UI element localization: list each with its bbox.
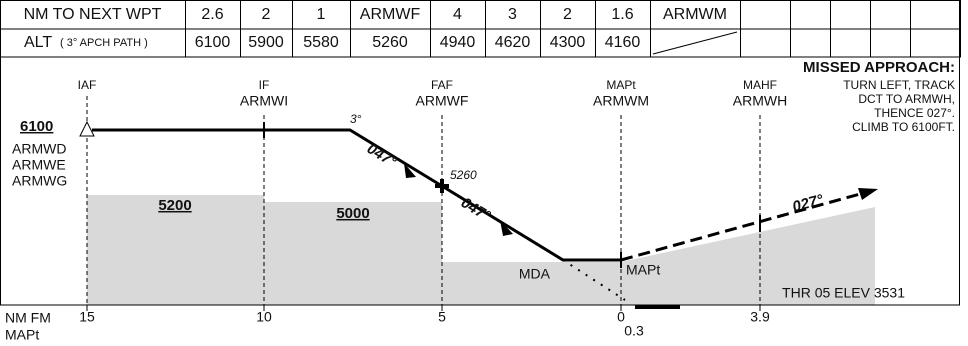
distance: 10 [256, 309, 272, 325]
fix-name: ARMWF [416, 93, 469, 109]
table-text: 4940 [440, 34, 476, 51]
distance: 15 [79, 309, 95, 325]
tick-marks [86, 305, 761, 311]
missed-text: TURN LEFT, TRACK [843, 78, 955, 92]
table-text: 4 [453, 6, 462, 23]
iaf-name: ARMWG [12, 173, 67, 189]
distance-label: NM FM [5, 310, 51, 326]
table-text: 4160 [605, 34, 641, 51]
visual-segment [562, 259, 626, 301]
missed-text: THENCE 027°. [874, 106, 955, 120]
angle: 3° [350, 112, 362, 126]
missed-text: DCT TO ARMWH, [858, 92, 955, 106]
table-cell [870, 0, 911, 30]
table-text: 5900 [248, 34, 284, 51]
fix-name: ARMWI [240, 93, 288, 109]
fix-name: ARMWM [593, 93, 649, 109]
fix-name: ARMWH [733, 93, 787, 109]
table-cell [910, 0, 961, 30]
fix-role: FAF [431, 78, 453, 92]
mda: MDA [519, 266, 551, 282]
arrow [404, 163, 416, 178]
table-text: 3 [508, 6, 517, 23]
runway-bar [635, 305, 680, 309]
table-cell [790, 28, 831, 58]
fix-role: MAHF [743, 78, 777, 92]
fix-lines [86, 96, 761, 305]
table-cell [870, 28, 911, 58]
table-cell [790, 0, 831, 30]
table-cell [740, 28, 791, 58]
faf-alt: 5260 [450, 168, 477, 182]
table-text: 2 [262, 6, 271, 23]
msa: 5200 [158, 197, 191, 214]
table-text: 1 [317, 6, 326, 23]
iaf-name: ARMWD [12, 141, 66, 157]
distance: 5 [438, 309, 446, 325]
table-text: ARMWF [360, 6, 421, 23]
fix-role: IF [259, 78, 270, 92]
iaf-name: ARMWE [12, 157, 66, 173]
msa: 5000 [336, 205, 369, 222]
table-note: ( 3° APCH PATH ) [60, 37, 148, 49]
table-text: 2 [563, 6, 572, 23]
iaf-alt: 6100 [20, 118, 53, 135]
table-text: 4300 [550, 34, 586, 51]
track: 047° [364, 140, 400, 171]
arrow [500, 220, 513, 236]
table-text: 5580 [303, 34, 339, 51]
table-text: NM TO NEXT WPT [24, 6, 162, 23]
threshold: THR 05 ELEV 3531 [782, 285, 905, 301]
distance-label: MAPt [5, 327, 39, 343]
table-text: 5260 [372, 34, 408, 51]
table-cell [910, 28, 961, 58]
terrain [87, 195, 875, 305]
iaf-triangle [79, 120, 95, 137]
table-text: ALT [24, 34, 52, 51]
diagonal [652, 31, 738, 55]
distance: 3.9 [750, 309, 770, 325]
arrow [858, 188, 878, 200]
fix-role: MAPt [606, 78, 636, 92]
table-cell [740, 0, 791, 30]
fix-role: IAF [78, 78, 97, 92]
table-cell [830, 0, 871, 30]
distance: 0.3 [624, 323, 644, 339]
table-text: ARMWM [663, 6, 727, 23]
faf-cross [435, 179, 449, 193]
table-text: 4620 [495, 34, 531, 51]
table-text: 6100 [195, 34, 231, 51]
missed-path [620, 192, 861, 262]
track: 047° [458, 194, 494, 225]
table-cell [830, 28, 871, 58]
distance: 0 [617, 309, 625, 325]
waypoint-table: NM TO NEXT WPT 2.6 2 1 ARMWF 4 3 2 1.6 ARMWM ALT ( … [0, 0, 961, 58]
track: 027° [791, 191, 826, 216]
missed-text: CLIMB TO 6100FT. [852, 120, 955, 134]
missed-title: MISSED APPROACH: [803, 59, 955, 76]
mapt: MAPt [626, 262, 660, 278]
table-text: 2.6 [201, 6, 223, 23]
table-text: 1.6 [611, 6, 633, 23]
